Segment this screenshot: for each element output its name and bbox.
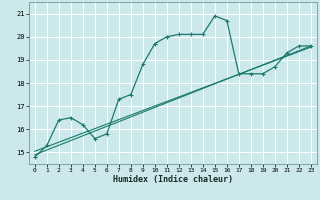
X-axis label: Humidex (Indice chaleur): Humidex (Indice chaleur): [113, 175, 233, 184]
